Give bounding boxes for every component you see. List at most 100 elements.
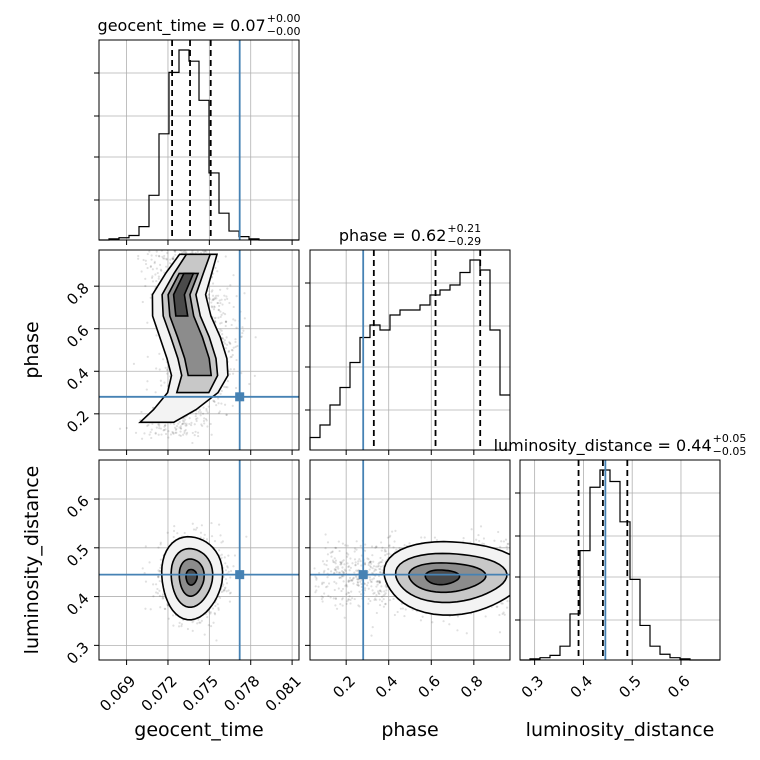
- sample-point: [153, 260, 156, 263]
- sample-point: [215, 294, 218, 297]
- sample-point: [355, 569, 358, 572]
- sample-point: [155, 334, 158, 337]
- sample-point: [155, 267, 158, 270]
- sample-point: [333, 568, 336, 571]
- sample-point: [190, 251, 193, 254]
- sample-point: [180, 423, 184, 426]
- sample-point: [202, 537, 205, 540]
- sample-point: [321, 596, 325, 599]
- sample-point: [149, 431, 152, 434]
- sample-point: [151, 280, 155, 283]
- sample-point: [191, 522, 194, 525]
- sample-point: [200, 251, 203, 254]
- sample-point: [394, 529, 397, 532]
- sample-point: [180, 625, 183, 628]
- sample-point: [360, 582, 363, 586]
- sample-point: [222, 583, 225, 586]
- sample-point: [353, 550, 356, 553]
- sample-point: [172, 529, 176, 533]
- sample-point: [194, 412, 198, 415]
- sample-point: [223, 313, 227, 316]
- sample-point: [155, 279, 158, 283]
- ylabel-luminosity_distance: luminosity_distance: [21, 466, 43, 655]
- sample-point: [347, 598, 350, 601]
- sample-point: [373, 568, 376, 571]
- sample-point: [154, 431, 157, 435]
- sample-point: [224, 586, 227, 589]
- sample-point: [327, 594, 330, 597]
- sample-point: [388, 535, 391, 539]
- sample-point: [152, 583, 155, 586]
- sample-point: [369, 578, 372, 581]
- sample-point: [192, 528, 196, 531]
- sample-point: [385, 586, 388, 589]
- sample-point: [347, 580, 350, 583]
- sample-point: [206, 425, 209, 428]
- sample-point: [219, 315, 222, 318]
- sample-point: [335, 607, 339, 610]
- sample-point: [159, 566, 162, 569]
- sample-point: [185, 251, 188, 254]
- sample-point: [155, 242, 157, 244]
- sample-point: [148, 561, 151, 564]
- contour-level: [185, 568, 198, 586]
- sample-point: [149, 608, 152, 611]
- sample-point: [179, 425, 182, 428]
- sample-point: [157, 546, 160, 549]
- sample-point: [199, 536, 202, 539]
- sample-point: [171, 431, 175, 435]
- sample-point: [513, 555, 515, 557]
- sample-point: [234, 386, 238, 390]
- sample-point: [229, 576, 232, 579]
- sample-point: [379, 568, 382, 571]
- sample-point: [334, 568, 338, 572]
- sample-point: [145, 388, 148, 391]
- density-geocent_time-luminosity_distance: [99, 460, 299, 660]
- sample-point: [337, 571, 341, 574]
- sample-point: [351, 579, 354, 582]
- sample-point: [219, 328, 222, 331]
- sample-point: [375, 611, 378, 615]
- sample-point: [500, 540, 503, 543]
- sample-point: [157, 576, 160, 579]
- sample-point: [151, 275, 154, 278]
- sample-point: [165, 258, 168, 261]
- sample-point: [141, 567, 144, 570]
- sample-point: [213, 320, 217, 323]
- sample-point: [182, 433, 185, 436]
- sample-point: [163, 428, 166, 432]
- sample-point: [388, 552, 391, 555]
- sample-point: [158, 263, 162, 266]
- sample-point: [355, 548, 358, 551]
- sample-point: [379, 571, 382, 574]
- sample-point: [456, 629, 459, 632]
- sample-point: [193, 433, 196, 437]
- sample-point: [225, 413, 228, 417]
- sample-point: [159, 541, 162, 544]
- sample-point: [352, 582, 355, 585]
- sample-point: [356, 578, 359, 581]
- sample-point: [380, 585, 383, 588]
- title-plus: +0.21: [447, 222, 481, 235]
- sample-point: [233, 554, 237, 557]
- sample-point: [368, 576, 372, 579]
- sample-point: [173, 250, 176, 253]
- sample-point: [375, 585, 378, 588]
- sample-point: [343, 616, 346, 619]
- sample-point: [176, 532, 179, 535]
- sample-point: [159, 268, 163, 271]
- sample-point: [396, 610, 399, 614]
- sample-point: [372, 560, 375, 563]
- sample-point: [324, 533, 327, 536]
- sample-point: [353, 558, 357, 561]
- sample-point: [323, 592, 326, 595]
- sample-point: [191, 629, 194, 632]
- sample-point: [188, 422, 191, 426]
- sample-point: [498, 613, 501, 617]
- sample-point: [357, 584, 360, 587]
- sample-point: [326, 553, 330, 556]
- sample-point: [384, 550, 388, 553]
- sample-point: [174, 253, 177, 256]
- sample-point: [423, 536, 426, 539]
